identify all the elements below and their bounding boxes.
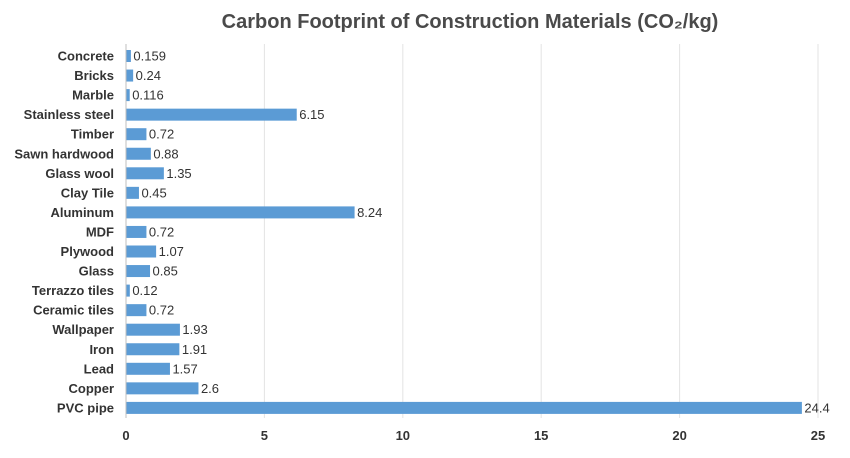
value-label: 0.24 xyxy=(136,68,161,83)
bar xyxy=(126,284,130,297)
category-label: Glass xyxy=(79,264,114,279)
gridlines xyxy=(125,44,819,418)
value-label: 1.35 xyxy=(166,166,191,181)
category-label: Ceramic tiles xyxy=(33,303,114,318)
x-tick-label: 25 xyxy=(811,428,825,443)
bar xyxy=(126,50,131,62)
category-label: Sawn hardwood xyxy=(14,146,114,161)
value-label: 2.6 xyxy=(201,381,219,396)
bar xyxy=(126,382,199,395)
x-tick-label: 0 xyxy=(122,428,129,443)
bar xyxy=(126,69,134,82)
bar xyxy=(126,304,147,317)
category-label: Iron xyxy=(89,342,114,357)
bar xyxy=(126,167,164,180)
bars xyxy=(126,50,802,414)
category-label: MDF xyxy=(86,224,114,239)
category-label: Glass wool xyxy=(45,166,114,181)
x-tick-label: 15 xyxy=(534,428,548,443)
value-label: 0.12 xyxy=(132,283,157,298)
value-label: 0.72 xyxy=(149,127,174,142)
bar xyxy=(126,128,147,141)
chart-title: Carbon Footprint of Construction Materia… xyxy=(222,11,719,33)
category-label: Timber xyxy=(71,127,114,142)
value-label: 0.72 xyxy=(149,303,174,318)
value-label: 8.24 xyxy=(357,205,382,220)
category-label: Clay Tile xyxy=(61,185,114,200)
bar xyxy=(126,89,130,102)
category-label: Lead xyxy=(84,361,114,376)
value-label: 0.116 xyxy=(132,88,164,103)
category-label: Concrete xyxy=(58,49,114,64)
category-label: Plywood xyxy=(61,244,115,259)
bar xyxy=(126,401,802,414)
bar xyxy=(126,225,147,238)
bar xyxy=(126,265,151,278)
value-label: 1.91 xyxy=(182,342,207,357)
bar xyxy=(126,186,139,199)
bar xyxy=(126,206,355,219)
value-label: 0.85 xyxy=(153,264,178,279)
value-label: 0.45 xyxy=(141,185,166,200)
category-label: Stainless steel xyxy=(24,107,114,122)
value-label: 1.57 xyxy=(172,361,197,376)
x-tick-label: 5 xyxy=(261,428,268,443)
x-tick-label: 10 xyxy=(396,428,410,443)
value-label: 1.93 xyxy=(182,322,207,337)
category-label: PVC pipe xyxy=(57,400,114,415)
value-label: 0.88 xyxy=(153,146,178,161)
value-label: 6.15 xyxy=(299,107,324,122)
category-label: Copper xyxy=(69,381,115,396)
bar xyxy=(126,147,151,160)
bar xyxy=(126,343,180,356)
bar xyxy=(126,245,157,258)
value-label: 0.72 xyxy=(149,224,174,239)
bar xyxy=(126,362,170,375)
category-label: Aluminum xyxy=(50,205,114,220)
category-label: Terrazzo tiles xyxy=(32,283,114,298)
labels: 0 5 10 15 20 25 Concrete 0.159 Bricks 0.24 Marble 0… xyxy=(14,49,829,444)
bar xyxy=(126,323,180,336)
category-label: Marble xyxy=(72,88,114,103)
value-label: 1.07 xyxy=(159,244,184,259)
x-tick-label: 20 xyxy=(672,428,686,443)
category-label: Wallpaper xyxy=(52,322,114,337)
category-label: Bricks xyxy=(74,68,114,83)
value-label: 0.159 xyxy=(133,49,166,64)
value-label: 24.4 xyxy=(804,400,829,415)
bar xyxy=(126,108,297,121)
